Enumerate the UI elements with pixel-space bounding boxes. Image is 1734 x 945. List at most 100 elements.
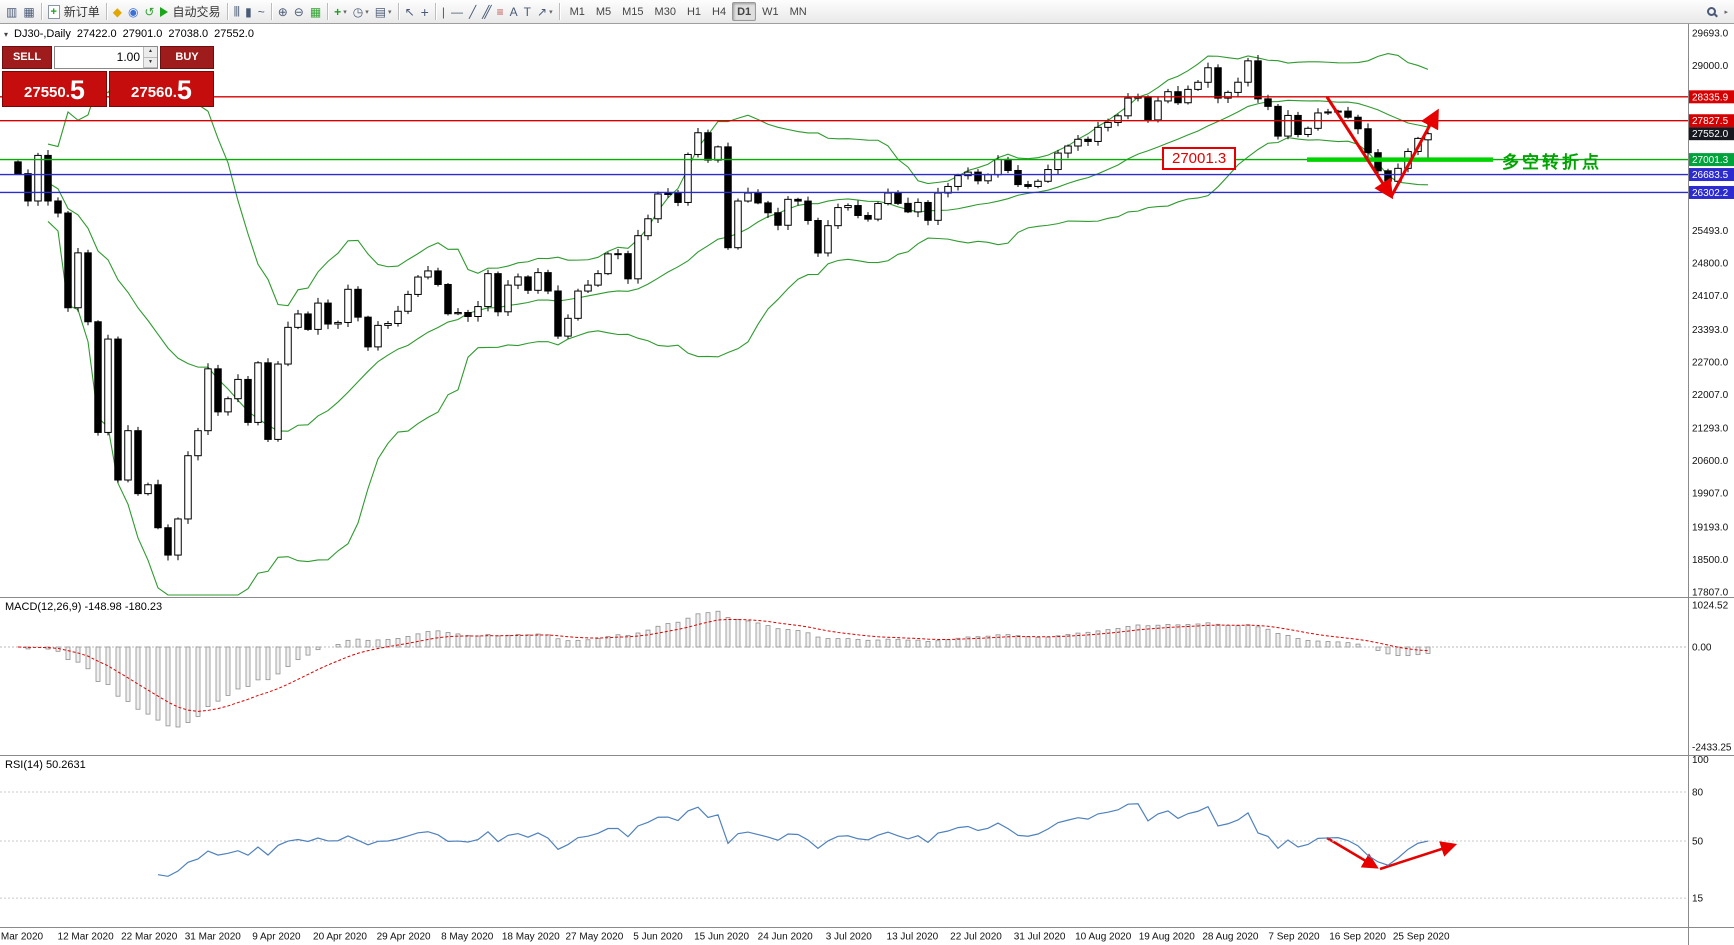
pivot-price-callout[interactable]: 27001.3 [1162, 147, 1237, 170]
zoom-out-button[interactable]: ⊖ [291, 2, 307, 22]
market-button[interactable]: ◉ [125, 2, 141, 22]
timeframe-h1[interactable]: H1 [686, 6, 702, 18]
chart-ohlc-header: ▾ DJ30-,Daily 27422.0 27901.0 27038.0 27… [4, 28, 254, 40]
buy-price[interactable]: 27560. 5 [109, 71, 214, 107]
timeframe-d1[interactable]: D1 [732, 2, 757, 21]
timeframe-mn[interactable]: MN [789, 6, 807, 18]
text-button[interactable]: A [507, 2, 521, 22]
trendline-button[interactable]: ╱ [466, 2, 479, 22]
zoom-in-button[interactable]: ⊕ [275, 2, 291, 22]
timeframe-m5[interactable]: M5 [595, 6, 612, 18]
candlestick-icon: ▮ [245, 4, 252, 19]
clock-icon: ◷ [352, 4, 364, 19]
tile-windows-button[interactable]: ▦ [307, 2, 324, 22]
refresh-button[interactable]: ↺ [141, 2, 157, 22]
price-marker [1689, 153, 1734, 167]
time-axis-label: 12 Mar 2020 [58, 932, 115, 943]
timeframe-m15[interactable]: M15 [622, 6, 644, 18]
vertical-line-button[interactable]: | [439, 2, 448, 22]
new-order-icon: + [47, 4, 60, 19]
templates-button[interactable]: ▤ ▾ [372, 2, 395, 22]
periods-button[interactable]: ◷ ▾ [350, 2, 372, 22]
new-order-label: 新订单 [63, 5, 100, 19]
svg-text:29000.0: 29000.0 [1692, 61, 1729, 72]
toolbar-overflow-button[interactable]: ▸ [1719, 2, 1731, 22]
fibonacci-button[interactable]: ≡ [494, 2, 507, 22]
metaeditor-button[interactable]: ◆ [110, 2, 125, 22]
sell-button[interactable]: SELL [2, 46, 52, 69]
svg-text:20600.0: 20600.0 [1692, 456, 1729, 467]
timeframe-m1[interactable]: M1 [569, 6, 585, 18]
timeframe-h4[interactable]: H4 [712, 6, 727, 18]
profiles-button[interactable]: ▦ [20, 2, 37, 22]
channel-icon: ╱╱ [482, 4, 492, 19]
one-click-trading-panel: SELL 1.00 ▲ ▼ BUY 27550. 5 27560. 5 [2, 46, 214, 107]
new-order-button[interactable]: + 新订单 [45, 2, 103, 22]
volume-stepper: ▲ ▼ [143, 47, 157, 68]
timeframe-m30[interactable]: M30 [654, 6, 676, 18]
sell-price-main: 27550. [24, 84, 70, 101]
shapes-button[interactable]: ↗ ▾ [534, 2, 556, 22]
bollinger-lower-band [47, 136, 1429, 596]
rsi-value: 50.2631 [45, 759, 86, 771]
svg-text:15: 15 [1692, 894, 1704, 905]
timeframe-group: M1 M5 M15 M30 H1 H4 D1 W1 MN [565, 2, 812, 21]
horizontal-level-lines[interactable] [0, 96, 1688, 194]
time-axis[interactable]: Mar 2020 12 Mar 2020 22 Mar 2020 31 Mar 202… [1, 932, 1450, 943]
channel-button[interactable]: ╱╱ [479, 2, 493, 22]
trend-arrow [1325, 96, 1394, 200]
one-click-collapse-icon[interactable]: ▾ [4, 29, 9, 39]
time-axis-label: 29 Apr 2020 [377, 932, 431, 943]
price-marker [1689, 127, 1734, 141]
crosshair-button[interactable]: + [418, 2, 432, 22]
volume-decrease-button[interactable]: ▼ [144, 57, 157, 68]
candlestick-button[interactable]: ▮ [242, 2, 255, 22]
time-axis-label: 22 Mar 2020 [121, 932, 178, 943]
volume-value[interactable]: 1.00 [116, 50, 140, 64]
svg-text:1024.52: 1024.52 [1692, 600, 1729, 611]
time-axis-label: 10 Aug 2020 [1075, 932, 1132, 943]
close-value: 27552.0 [214, 28, 254, 40]
time-axis-label: 15 Jun 2020 [694, 932, 749, 943]
sell-price[interactable]: 27550. 5 [2, 71, 107, 107]
arrow-shape-icon: ↗ [537, 4, 548, 19]
rsi-trend-arrow [1326, 836, 1379, 869]
bollinger-upper-band [47, 52, 1429, 307]
chevron-down-icon: ▾ [365, 8, 369, 16]
indicators-button[interactable]: + ▾ [331, 2, 350, 22]
turning-point-label[interactable]: 多空转折点 [1502, 153, 1602, 172]
price-axis[interactable]: 29693.0 29000.0 25493.0 24800.0 24107.0 23393… [1689, 29, 1734, 905]
horizontal-line-button[interactable]: — [448, 2, 466, 22]
svg-text:19193.0: 19193.0 [1692, 522, 1729, 533]
cursor-button[interactable]: ↖ [402, 2, 418, 22]
chevron-down-icon: ▾ [388, 8, 392, 16]
crosshair-icon: + [420, 3, 429, 20]
fibonacci-icon: ≡ [496, 4, 504, 19]
bar-chart-button[interactable]: ||| [231, 2, 243, 22]
search-button[interactable] [1704, 2, 1719, 22]
price-marker [1689, 90, 1734, 104]
open-value: 27422.0 [76, 28, 117, 40]
svg-text:19907.0: 19907.0 [1692, 489, 1729, 500]
symbol-period-label: DJ30-,Daily [14, 28, 71, 40]
buy-button[interactable]: BUY [160, 46, 214, 69]
svg-text:27552.0: 27552.0 [1692, 129, 1729, 140]
candlesticks [14, 55, 1432, 561]
svg-text:-2433.25: -2433.25 [1692, 742, 1732, 753]
metaeditor-icon: ◆ [112, 4, 122, 19]
label-button[interactable]: T [521, 2, 534, 22]
zoom-out-icon: ⊖ [293, 4, 304, 19]
volume-field[interactable]: 1.00 ▲ ▼ [54, 46, 158, 69]
line-chart-button[interactable]: ~ [255, 2, 268, 22]
trend-arrows[interactable] [1325, 96, 1458, 871]
svg-text:26683.5: 26683.5 [1692, 170, 1729, 181]
new-chart-button[interactable]: ▥ [3, 2, 20, 22]
timeframe-w1[interactable]: W1 [762, 6, 779, 18]
time-axis-label: 13 Jul 2020 [887, 932, 939, 943]
macd-label: MACD(12,26,9) -148.98 -180.23 [5, 601, 162, 613]
time-axis-label: 7 Sep 2020 [1268, 932, 1320, 943]
volume-increase-button[interactable]: ▲ [144, 47, 157, 58]
auto-trading-label: 自动交易 [172, 5, 221, 19]
auto-trading-button[interactable]: 自动交易 [157, 2, 223, 22]
